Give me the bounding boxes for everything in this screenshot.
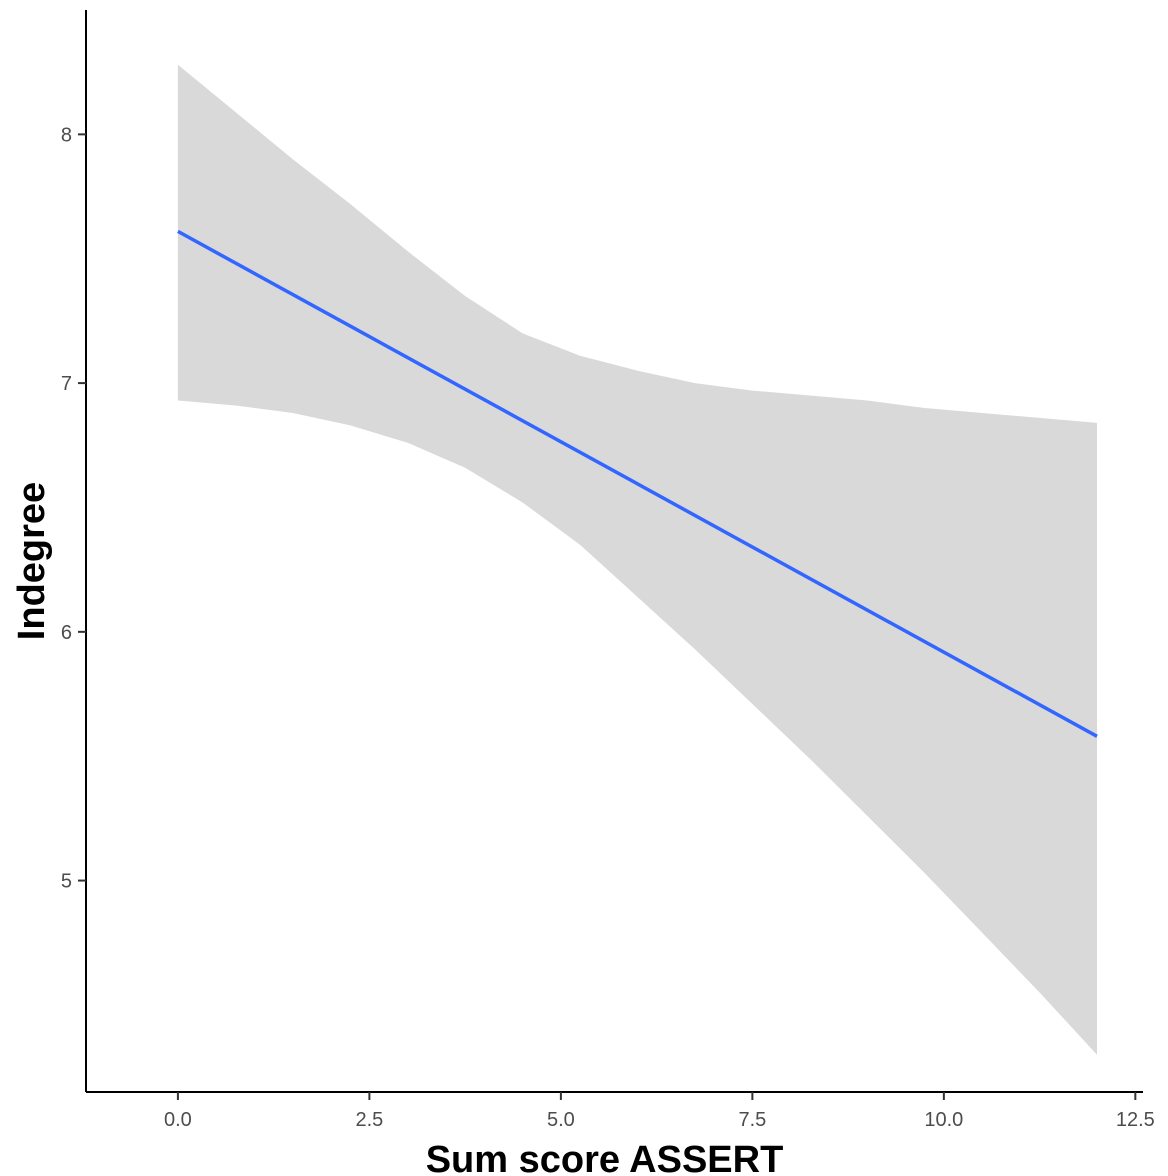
y-tick-label: 8 — [61, 124, 72, 146]
x-tick-label: 7.5 — [738, 1109, 766, 1131]
x-axis-title: Sum score ASSERT — [426, 1139, 784, 1176]
fitted-line-0 — [177, 229, 1098, 738]
axes-layer: 0.0 2.5 5.0 7.5 10.0 12.5 5 6 7 8 — [61, 10, 1155, 1131]
y-axis-title: Indegree — [11, 482, 53, 640]
fitted-line-layer — [177, 229, 1098, 738]
confidence-band — [177, 64, 1097, 1055]
x-tick-label: 2.5 — [355, 1109, 383, 1131]
axis-titles-layer: Sum score ASSERT Indegree — [11, 482, 783, 1176]
y-tick-label: 6 — [61, 622, 72, 644]
x-tick-label: 10.0 — [924, 1109, 963, 1131]
confidence-band-layer — [177, 64, 1097, 1055]
x-tick-label: 12.5 — [1116, 1109, 1155, 1131]
y-tick-label: 7 — [61, 373, 72, 395]
y-tick-label: 5 — [61, 871, 72, 893]
x-tick-label: 5.0 — [547, 1109, 575, 1131]
x-tick-label: 0.0 — [164, 1109, 192, 1131]
